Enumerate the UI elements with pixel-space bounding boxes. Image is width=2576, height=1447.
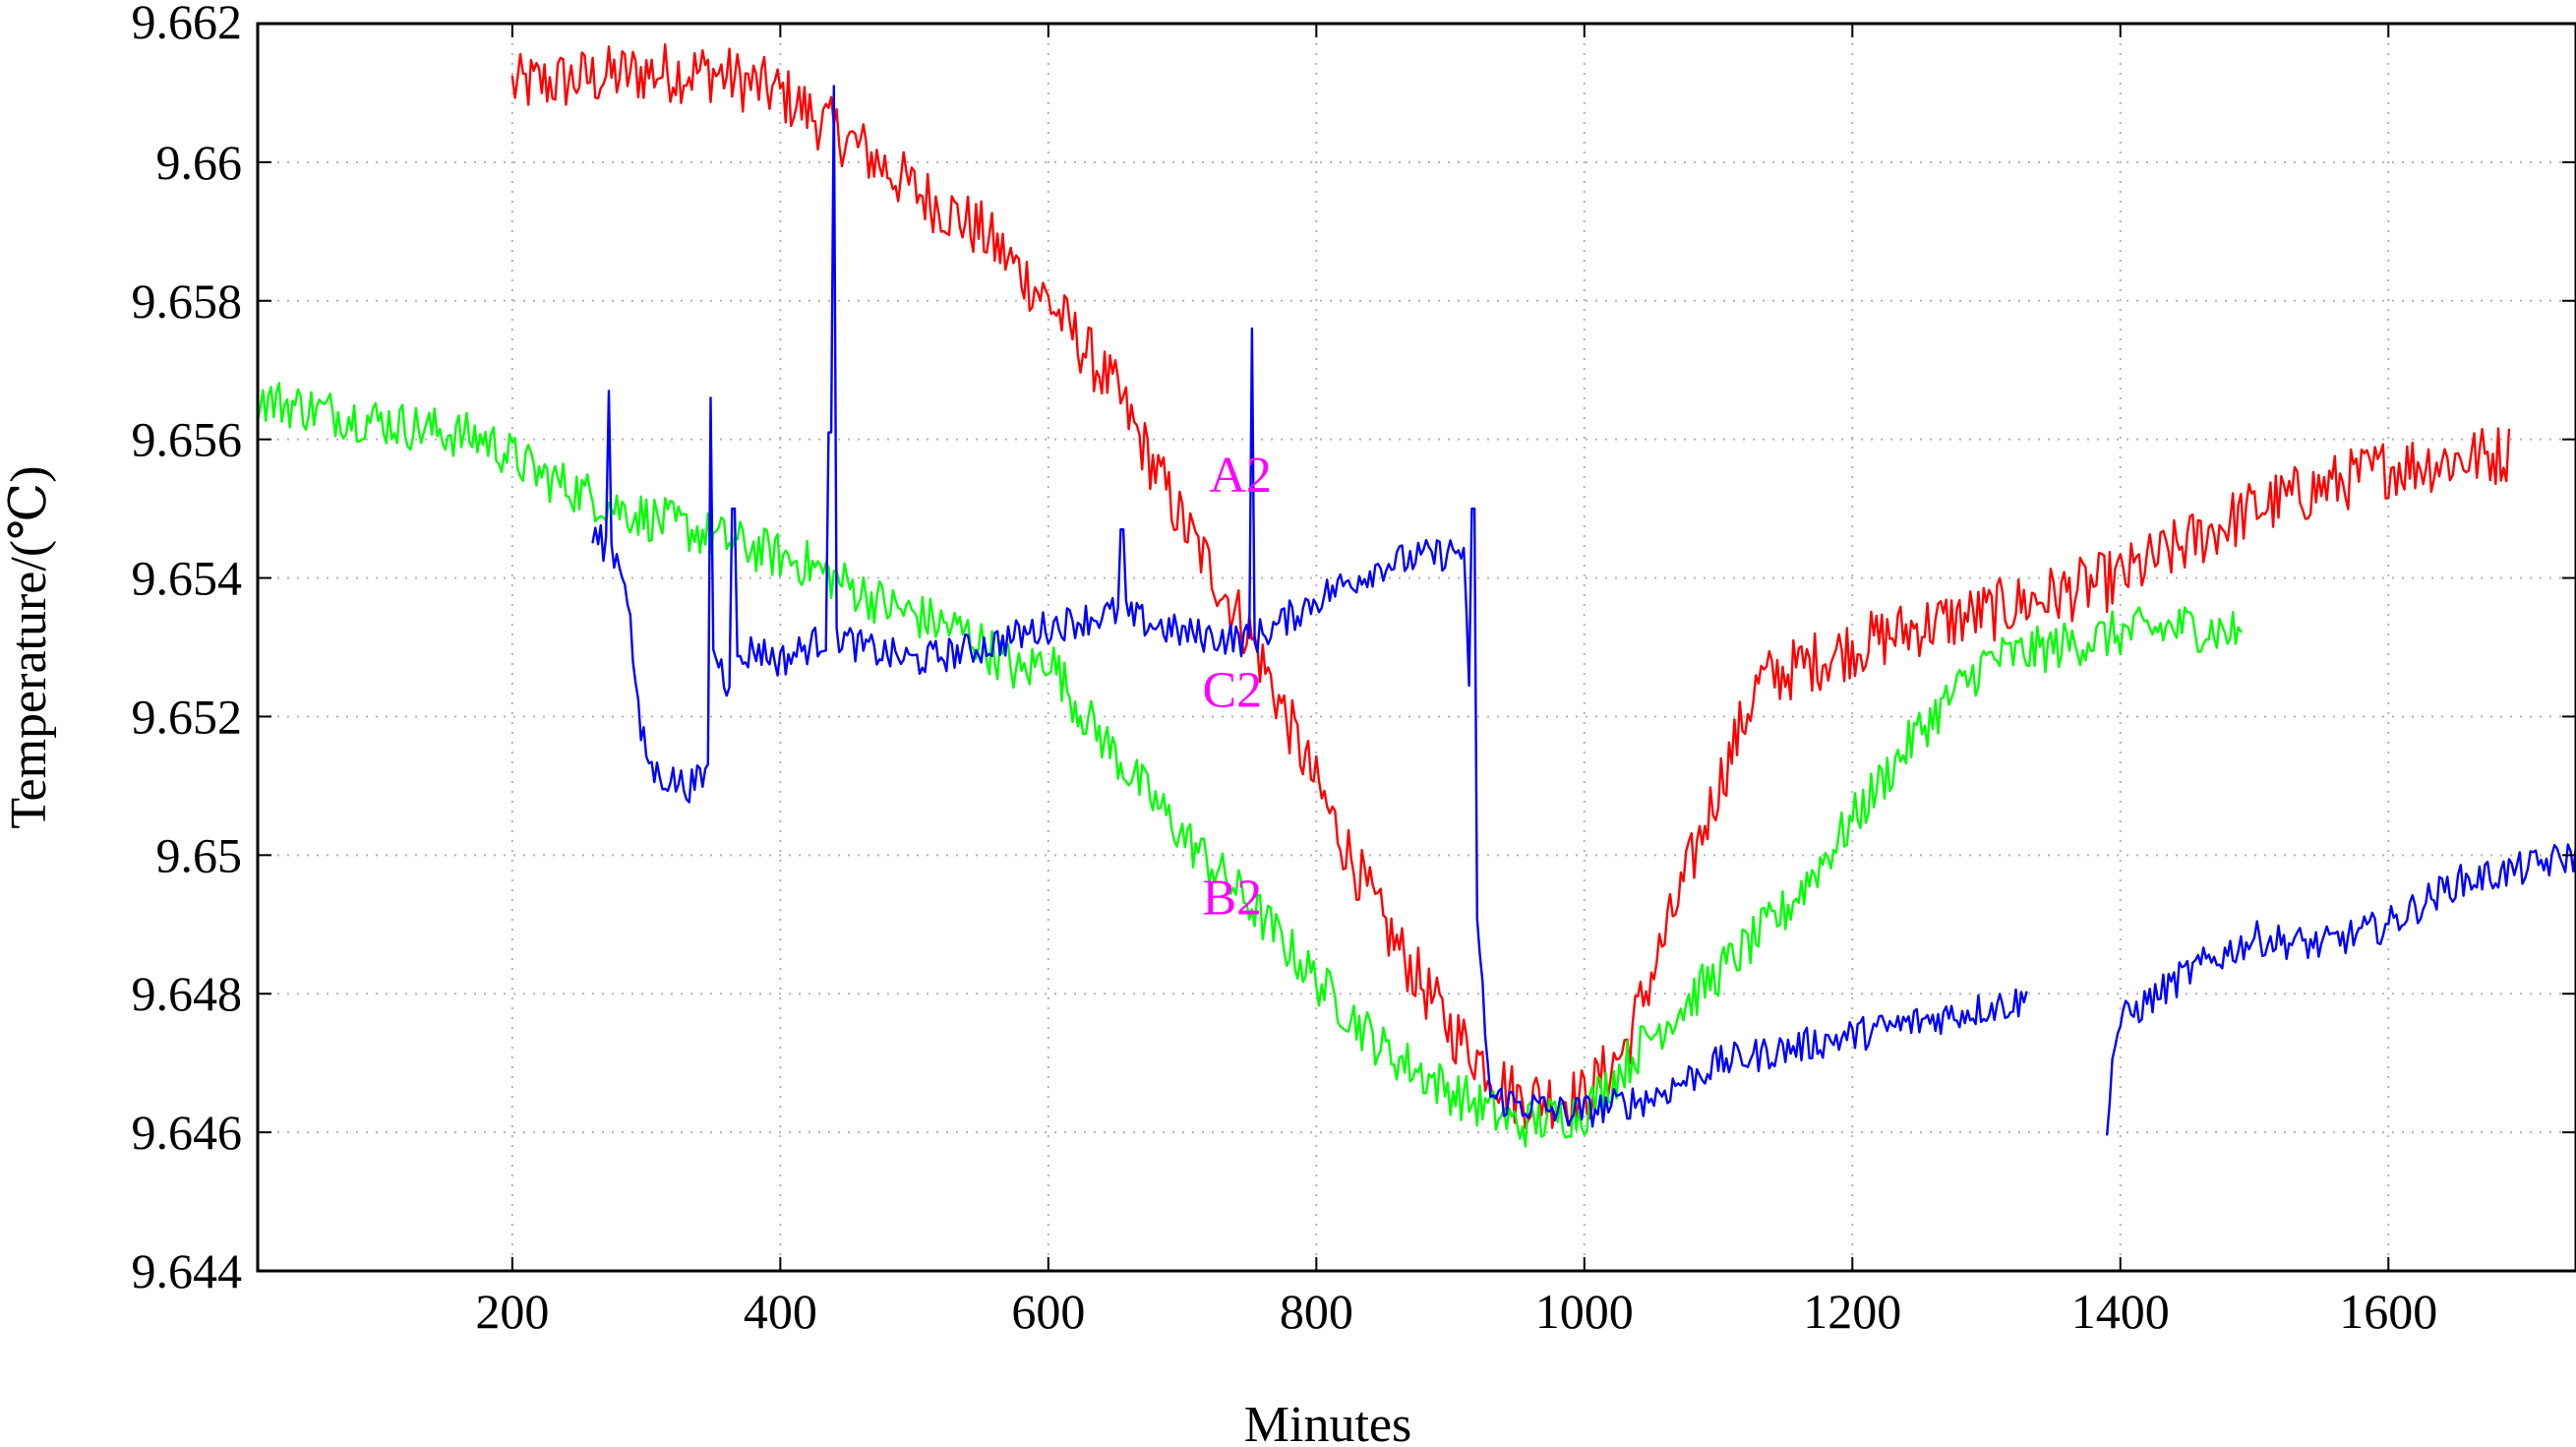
series-annotations: A2 C2 B2 (1203, 448, 1272, 927)
series-2 (256, 382, 2243, 1148)
y-tick-label: 9.648 (132, 966, 243, 1021)
series-annotation: A2 (1209, 448, 1272, 504)
y-tick-label: 9.662 (132, 0, 243, 49)
series-line (2105, 843, 2576, 1136)
axis-ticks: 200 400 600 800 1000 1200 1400 1600 9.644 9.646 9.… (132, 0, 2576, 1339)
x-tick-label: 1200 (1803, 1284, 1901, 1339)
plot-area-frame (256, 22, 2576, 1273)
series-line (591, 85, 2028, 1128)
x-tick-label: 800 (1280, 1284, 1353, 1339)
series-line (256, 382, 2243, 1148)
x-tick-label: 1600 (2339, 1284, 2437, 1339)
x-tick-label: 400 (744, 1284, 817, 1339)
x-tick-label: 600 (1011, 1284, 1085, 1339)
y-tick-label: 9.66 (156, 135, 243, 190)
y-tick-label: 9.65 (156, 827, 243, 882)
series-1 (510, 43, 2511, 1130)
y-tick-label: 9.656 (132, 412, 243, 467)
series-annotation: B2 (1203, 871, 1263, 927)
x-tick-label: 200 (475, 1284, 549, 1339)
y-tick-label: 9.646 (132, 1105, 243, 1160)
grid-lines (258, 24, 2576, 1271)
y-tick-label: 9.658 (132, 273, 243, 329)
series-3 (591, 85, 2576, 1136)
x-tick-label: 1000 (1535, 1284, 1634, 1339)
x-axis-label: Minutes (1244, 1397, 1411, 1447)
y-axis-label: Temperature/(℃) (1, 465, 57, 828)
y-tick-label: 9.652 (132, 689, 243, 744)
series-line (510, 43, 2511, 1130)
series-annotation: C2 (1203, 662, 1263, 718)
plot-series (256, 43, 2576, 1148)
y-tick-label: 9.654 (132, 551, 243, 606)
x-tick-label: 1400 (2071, 1284, 2170, 1339)
y-tick-label: 9.644 (132, 1243, 243, 1298)
